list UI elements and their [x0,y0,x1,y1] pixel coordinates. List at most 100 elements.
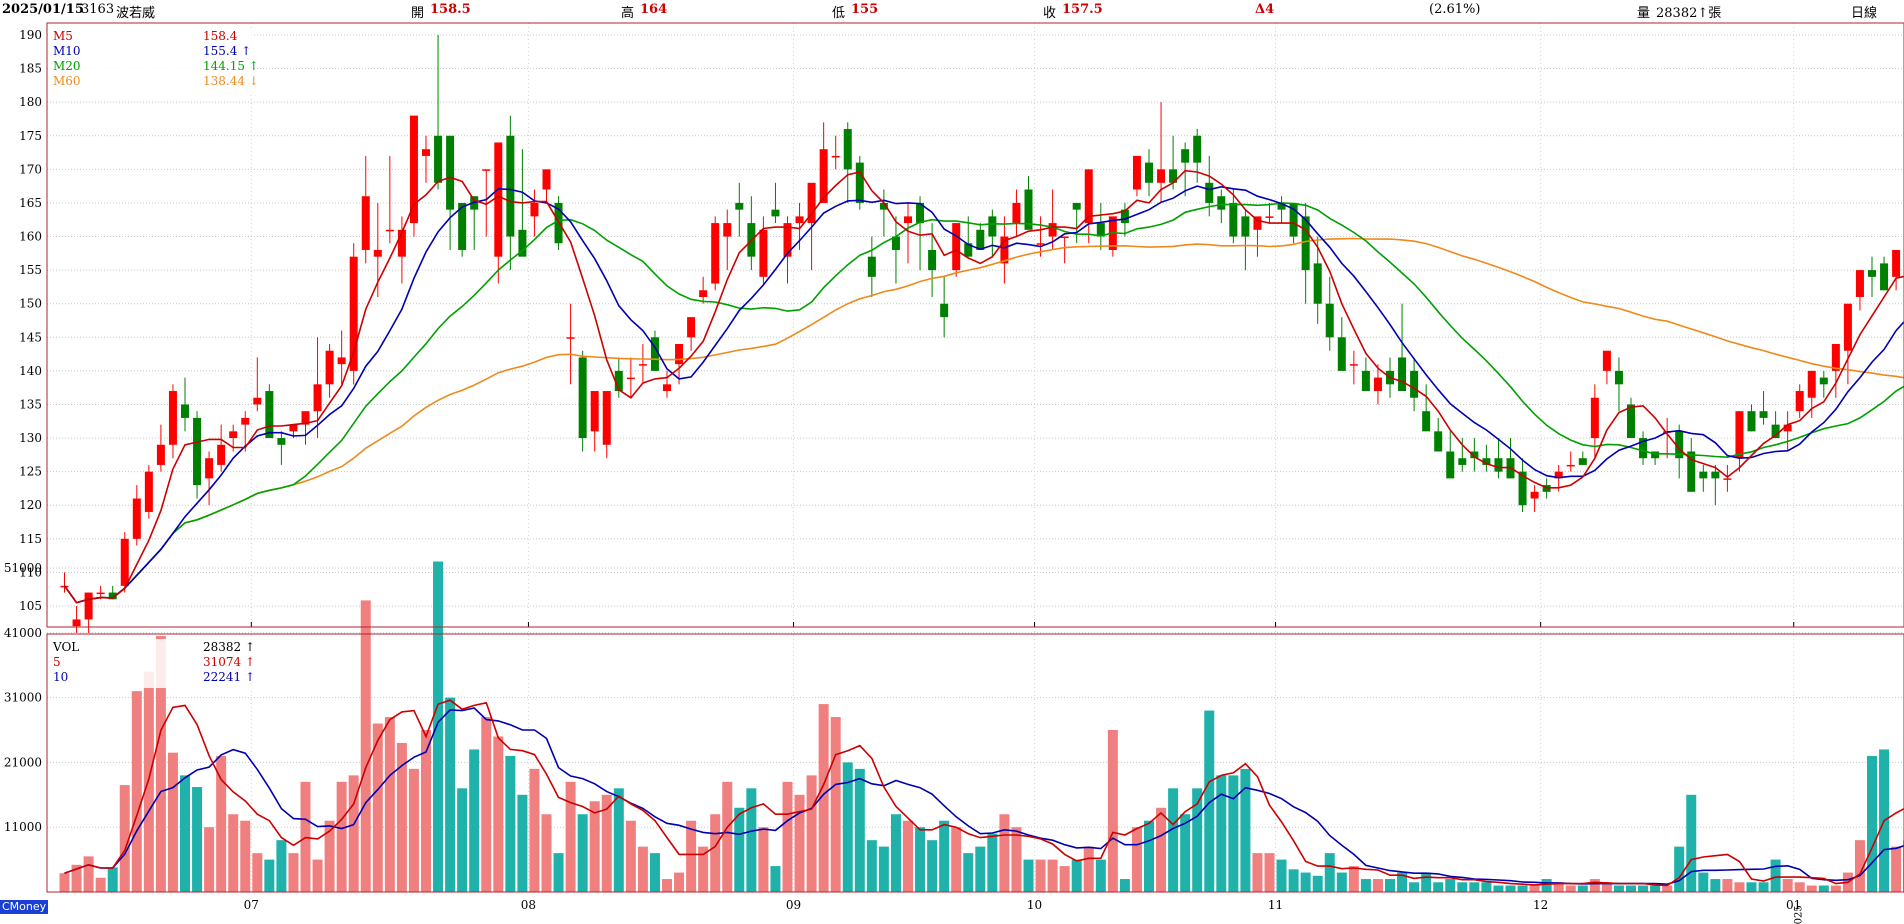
volume-bar [637,846,648,892]
candle-body [1301,216,1310,271]
candle-body [337,357,346,365]
candle-body [1422,411,1431,432]
volume-bar [1818,885,1829,892]
candle-body [265,391,274,439]
volume-bar [722,781,733,892]
candle-body [879,202,888,210]
volume-bar [649,853,660,892]
candle-body [1687,451,1696,492]
volume-bar [1758,882,1769,892]
volume-bar [180,775,190,892]
volume-bar [541,814,552,892]
low-value: 155 [851,2,879,17]
moving-average-lines [63,169,1904,604]
volume-bar [372,723,383,892]
candle-body [1205,182,1214,203]
price-tick-label: 165 [19,196,42,210]
candle-body [1398,357,1407,392]
volume-bar [505,755,516,892]
volume-bar [1144,820,1154,892]
candle-body [1193,135,1202,163]
volume-tick-label: 31000 [4,691,42,705]
candle-body [1723,478,1732,480]
volume-bar [1710,879,1721,892]
candle-body [1711,471,1720,479]
candle-body [1494,458,1503,472]
volume-bar [1324,853,1335,892]
volume-bar [143,671,154,892]
candle-body [687,317,696,338]
volume-bar [758,827,769,892]
volume-bar [1252,853,1263,892]
volume-bar [674,872,685,892]
volume-bar [433,561,444,892]
price-tick-label: 190 [19,28,42,42]
volume-bar [710,814,721,892]
volume-bar [517,794,528,892]
price-panel-frame [46,22,1904,628]
volume-bar [1686,794,1697,892]
candle-body [349,256,358,371]
candlestick-series [60,35,1901,633]
volume-bar [1867,755,1877,892]
price-legend-name: M10 [53,44,81,58]
candle-body [916,202,925,224]
candle-body [494,142,503,257]
month-label: 09 [786,898,801,912]
volume-bar [481,717,492,892]
volume-bar [1204,710,1215,892]
open-label: 開 [411,6,425,21]
price-tick-label: 185 [19,62,42,76]
candle-body [458,202,467,250]
volume-bar [421,730,431,892]
volume-bar [1854,840,1865,892]
price-tick-label: 150 [19,297,42,311]
volume-bar [445,697,456,892]
volume-bar [216,755,227,892]
volume-bar [59,873,70,892]
candle-body [277,438,286,445]
candle-body [699,290,708,297]
volume-bar [1734,882,1745,892]
volume-bar [601,794,612,892]
candle-body [193,417,202,486]
candle-body [711,223,720,284]
volume-legend-name: VOL [52,640,79,654]
price-tick-label: 135 [19,397,42,411]
candle-body [663,384,671,392]
candle-body [928,249,937,271]
volume-legend-value: 31074 ↑ [203,655,255,669]
candle-body [855,162,864,203]
volume-bar [1023,859,1034,892]
volume-bar [1638,885,1649,892]
volume-bar [951,827,962,892]
volume-bar [1553,882,1564,892]
volume-bar [469,749,480,892]
price-tick-label: 160 [19,230,42,244]
candle-body [1590,397,1599,439]
volume-bar [1276,859,1287,892]
candle-body [1253,216,1262,230]
candle-body [1096,223,1105,237]
candle-body [108,592,117,600]
candle-body [1892,249,1901,277]
volume-bar [854,768,865,892]
candle-body [1759,411,1768,418]
volume-bar [264,859,275,892]
volume-bar [493,736,504,892]
candle-body [518,229,527,257]
volume-bar [806,775,817,892]
candle-body [385,229,394,232]
volume-bar [770,866,781,892]
candle-body [638,364,647,366]
volume-ma5-line [64,699,1904,887]
volume-bar [782,781,793,892]
volume-bar [1421,872,1432,892]
volume-value: 28382↑張 [1656,6,1722,21]
volume-tick-label: 21000 [4,755,42,769]
price-legend-name: M60 [53,74,81,88]
volume-bar [408,768,419,892]
volume-bar [1698,872,1709,892]
candle-body [1855,270,1864,297]
candle-body [542,169,551,190]
